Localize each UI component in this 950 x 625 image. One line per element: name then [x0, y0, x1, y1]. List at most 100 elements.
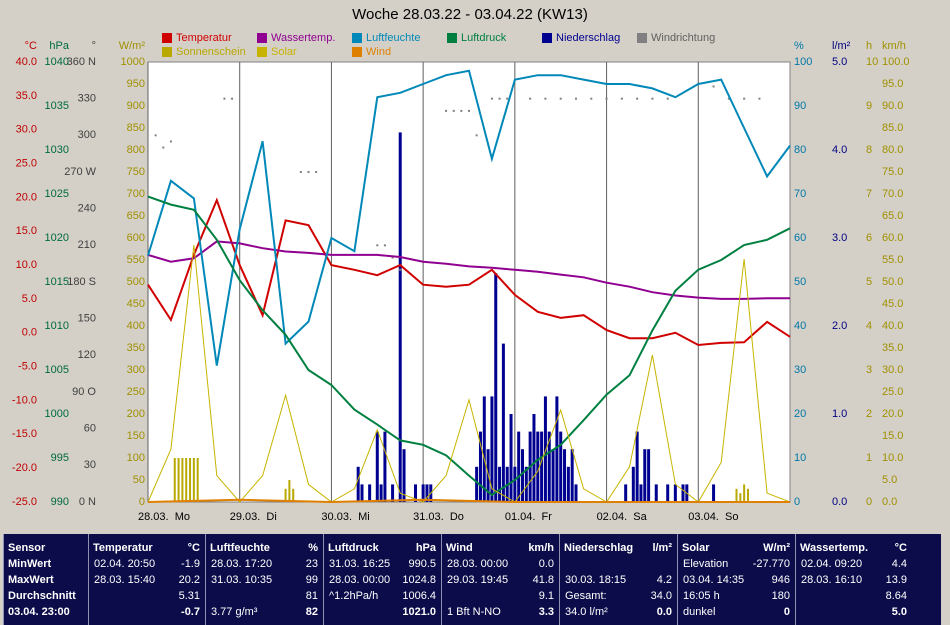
bar [189, 458, 192, 502]
y-tick-label: -25.0 [12, 496, 37, 508]
bar [639, 484, 643, 502]
cell-value: 0.0 [538, 558, 554, 570]
table-filler [912, 534, 941, 625]
y-tick-label: 9 [866, 100, 872, 112]
y-tick-label: 600 [127, 232, 145, 244]
y-tick-label: -10.0 [12, 394, 37, 406]
cell-value: -0.7 [181, 606, 200, 618]
axis-unit: h [866, 40, 872, 52]
bar [735, 488, 738, 502]
row-label: MaxWert [8, 574, 54, 586]
y-tick-label: 40.0 [16, 56, 37, 68]
bar [292, 488, 295, 502]
y-tick-label: 65.0 [882, 210, 903, 222]
column-header: Luftdruck [328, 542, 379, 554]
bar [391, 484, 395, 502]
y-tick-label: 15.0 [16, 225, 37, 237]
legend-swatch [637, 33, 647, 43]
legend-label: Luftfeuchte [366, 32, 420, 44]
cell-value: 1006.4 [402, 590, 436, 602]
axis-unit: km/h [882, 40, 906, 52]
cell-note: 34.0 l/m² [565, 606, 608, 618]
point [162, 146, 165, 149]
y-tick-label: -20.0 [12, 462, 37, 474]
bar [379, 484, 383, 502]
bar [173, 458, 176, 502]
point [529, 97, 532, 100]
cell-note: 3.77 g/m³ [211, 606, 258, 618]
y-tick-label: 1005 [45, 364, 69, 376]
bar [743, 484, 746, 502]
column-header: Wind [446, 542, 473, 554]
y-tick-label: 8 [866, 144, 872, 156]
y-tick-label: 250 [127, 386, 145, 398]
y-tick-label: 100 [794, 56, 812, 68]
bar [746, 488, 749, 502]
cell-value: 4.2 [656, 574, 672, 586]
point [154, 134, 157, 137]
y-tick-label: 150 [78, 313, 96, 325]
bar [284, 488, 287, 502]
y-tick-label: 50.0 [882, 276, 903, 288]
cell-value: 0 [783, 606, 790, 618]
axis-unit: hPa [49, 40, 69, 52]
column-unit: °C [894, 542, 907, 554]
column-unit: hPa [415, 542, 436, 554]
y-tick-label: 3 [866, 364, 872, 376]
cell-note: 30.03. 18:15 [565, 574, 627, 586]
cell-value: 99 [305, 574, 318, 586]
point [712, 85, 715, 88]
y-tick-label: 10 [866, 56, 878, 68]
cell-note: 28.03. 00:00 [447, 558, 509, 570]
cell-value: 990.5 [408, 558, 436, 570]
point [727, 97, 730, 100]
y-tick-label: 1035 [45, 100, 69, 112]
column-header: Luftfeuchte [210, 542, 270, 554]
y-tick-label: 1020 [45, 232, 69, 244]
column-unit: W/m² [763, 542, 790, 554]
y-tick-label: 1015 [45, 276, 69, 288]
bar [414, 484, 417, 502]
legend-swatch [162, 47, 172, 57]
cell-value: 1024.8 [402, 574, 436, 586]
y-tick-label: 50 [133, 474, 145, 486]
y-tick-label: 95.0 [882, 78, 903, 90]
bar [494, 273, 498, 502]
cell-note: 28.03. 00:00 [329, 574, 391, 586]
point [743, 97, 746, 100]
y-tick-label: 25.0 [16, 157, 37, 169]
column-header: Solar [682, 542, 710, 554]
legend-label: Sonnenschein [176, 46, 246, 58]
y-tick-label: 2.0 [832, 320, 847, 332]
bar [643, 449, 647, 502]
bar [681, 484, 685, 502]
legend-swatch [257, 33, 267, 43]
row-label: Durchschnitt [8, 590, 76, 602]
y-tick-label: 200 [127, 408, 145, 420]
bar [532, 414, 536, 502]
bar [647, 449, 651, 502]
y-tick-label: 4.0 [832, 144, 847, 156]
y-tick-label: 20.0 [16, 191, 37, 203]
y-tick-label: 80 [794, 144, 806, 156]
cell-value: -27.770 [752, 558, 790, 570]
series-line [147, 69, 791, 366]
y-tick-label: 20 [794, 408, 806, 420]
bar [192, 458, 195, 502]
cell-note: ^1.2hPa/h [329, 590, 379, 602]
point [460, 109, 463, 112]
legend-label: Solar [271, 46, 297, 58]
row-label: MinWert [8, 558, 52, 570]
column-unit: l/m² [652, 542, 672, 554]
y-tick-label: 330 [78, 93, 96, 105]
bar [196, 458, 199, 502]
cell-note: dunkel [683, 606, 716, 618]
axis-unit: °C [25, 40, 37, 52]
y-tick-label: 0 [794, 496, 800, 508]
y-tick-label: 60 [84, 423, 96, 435]
bar [551, 449, 555, 502]
legend-swatch [352, 47, 362, 57]
bar [559, 431, 563, 502]
bar [517, 431, 521, 502]
